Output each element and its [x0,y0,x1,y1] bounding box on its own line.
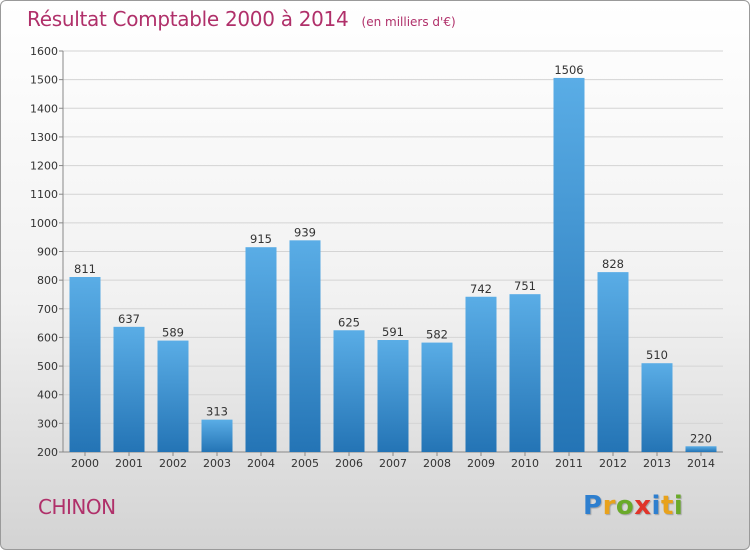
bar-2004 [245,247,277,452]
x-tick-label-2014: 2014 [687,457,715,470]
y-tick-label: 600 [37,331,58,344]
bar-2014 [685,446,717,452]
bar-2002 [157,340,189,452]
y-tick-label: 700 [37,303,58,316]
bar-2003 [201,419,233,452]
labels: 200 300 400 500 600 700 800 900 1000 1100 1200 1300… [30,45,715,470]
bar-2010 [509,294,541,452]
value-label-2011: 1506 [554,63,583,77]
x-tick-label-2009: 2009 [467,457,495,470]
brand-letter: x [634,491,652,521]
bar-2008 [421,342,453,452]
brand-letter: i [651,491,661,521]
title-row: Résultat Comptable 2000 à 2014 (en milli… [27,7,456,31]
value-label-2012: 828 [602,257,624,271]
value-label-2008: 582 [426,328,448,342]
value-label-2000: 811 [74,262,96,276]
brand-letter: i [673,491,684,521]
y-tick-label: 1300 [30,131,58,144]
bar-2000 [69,276,101,452]
y-tick-label: 1600 [30,45,58,58]
value-label-2004: 915 [250,232,272,246]
y-tick-label: 900 [37,246,58,259]
bar-2006 [333,330,365,452]
y-tick-label: 400 [37,389,58,402]
commune-name: CHINON [38,495,116,519]
bar-2012 [597,272,629,452]
x-tick-label-2010: 2010 [511,457,539,470]
value-label-2009: 742 [470,282,492,296]
brand-logo: Proxiti [583,491,683,521]
brand-letter: r [602,491,616,521]
x-tick-label-2012: 2012 [599,457,627,470]
value-label-2006: 625 [338,315,360,329]
y-tick-label: 200 [37,446,58,459]
brand-letter: P [583,491,603,521]
chart-title: Résultat Comptable 2000 à 2014 [27,7,349,31]
bar-2009 [465,296,497,452]
value-label-2014: 220 [690,431,712,445]
bar-2011 [553,77,585,452]
value-label-2010: 751 [514,279,536,293]
value-label-2001: 637 [118,312,140,326]
y-tick-label: 300 [37,417,58,430]
value-label-2005: 939 [294,225,316,239]
x-tick-label-2011: 2011 [555,457,583,470]
x-tick-label-2006: 2006 [335,457,363,470]
y-tick-label: 800 [37,274,58,287]
y-tick-label: 1400 [30,102,58,115]
x-tick-label-2005: 2005 [291,457,319,470]
x-tick-label-2007: 2007 [379,457,407,470]
x-tick-label-2001: 2001 [115,457,143,470]
brand-letter: o [615,491,635,521]
x-tick-label-2004: 2004 [247,457,275,470]
bars [69,77,717,452]
y-tick-label: 1100 [30,188,58,201]
value-label-2007: 591 [382,325,404,339]
value-label-2003: 313 [206,405,228,419]
x-tick-label-2003: 2003 [203,457,231,470]
x-tick-label-2013: 2013 [643,457,671,470]
brand-letter: t [660,491,674,521]
bar-2001 [113,326,145,452]
x-tick-label-2008: 2008 [423,457,451,470]
y-tick-label: 1200 [30,160,58,173]
y-tick-label: 500 [37,360,58,373]
value-label-2002: 589 [162,326,184,340]
y-tick-label: 1000 [30,217,58,230]
bar-2007 [377,340,409,452]
value-label-2013: 510 [646,348,668,362]
bar-2005 [289,240,321,452]
y-tick-label: 1500 [30,74,58,87]
x-tick-label-2002: 2002 [159,457,187,470]
x-tick-label-2000: 2000 [71,457,99,470]
bar-2013 [641,363,673,452]
chart-subtitle: (en milliers d'€) [361,15,456,29]
